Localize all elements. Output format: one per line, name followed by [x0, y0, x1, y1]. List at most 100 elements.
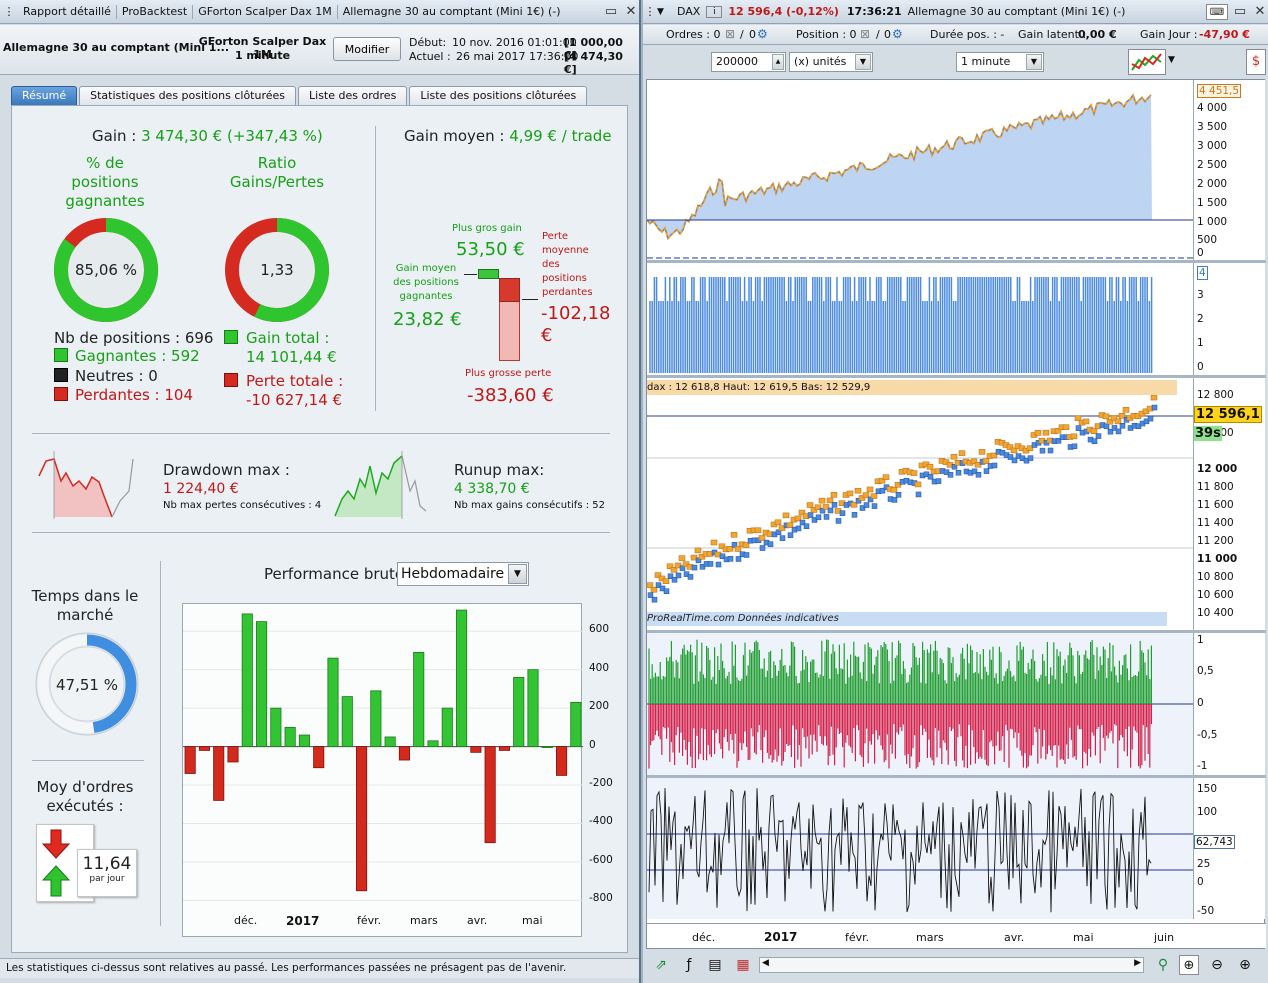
cci-tick: 100	[1197, 806, 1218, 818]
buy-marker	[707, 561, 714, 567]
perf-bar	[527, 669, 539, 747]
horizontal-scrollbar[interactable]: ◀ ▶	[759, 957, 1144, 973]
chevron-down-icon[interactable]: ▼	[508, 564, 527, 584]
orders-settings-icon[interactable]: ⚙	[757, 27, 768, 41]
cci-line	[647, 788, 1193, 913]
list-icon[interactable]: ▤	[708, 957, 722, 973]
tab-orders[interactable]: Liste des ordres	[298, 86, 408, 105]
chevron-down-icon[interactable]: ▼	[1168, 55, 1175, 65]
sell-marker	[1142, 408, 1150, 415]
zoom-in-icon[interactable]: ⊕	[1239, 957, 1251, 973]
perf-y-tick: 0	[589, 738, 596, 751]
zoom-fit-icon[interactable]: ⊕	[1179, 955, 1199, 975]
osc-tick: 0	[1197, 697, 1204, 709]
price-tick: 11 000	[1197, 553, 1238, 565]
orders-count-2: 0	[749, 28, 756, 41]
title-tab-report[interactable]: Rapport détaillé	[18, 4, 117, 19]
chart-type-button[interactable]	[1128, 49, 1166, 75]
close-icon[interactable]: ✕	[1254, 3, 1266, 19]
pane-separator	[647, 375, 1266, 378]
sell-marker	[1150, 394, 1158, 401]
export-icon[interactable]: ⇗	[655, 957, 667, 973]
avg-loss-value: -102,18 €	[541, 303, 611, 346]
buy-marker	[795, 525, 802, 532]
perf-bar	[284, 726, 296, 747]
ratio-donut	[225, 218, 329, 322]
buy-marker	[879, 487, 886, 494]
trading-icon[interactable]: $	[1246, 49, 1266, 75]
symbol-label[interactable]: DAX	[677, 5, 701, 18]
buy-marker	[955, 469, 962, 476]
sell-marker	[682, 561, 690, 567]
close-icon[interactable]: ✕	[625, 3, 637, 19]
scroll-left-icon[interactable]: ◀	[762, 958, 769, 968]
perf-x-axis: déc. 2017 févr. mars avr. mai	[182, 912, 582, 932]
title-tab-strategy[interactable]: GForton Scalper Dax 1M	[193, 4, 338, 19]
info-icon[interactable]: i	[706, 5, 723, 18]
quantity-input[interactable]: 200000 ▲	[711, 52, 786, 72]
report-tabs: Résumé Statistiques des positions clôtur…	[11, 86, 589, 105]
lots-histogram	[649, 277, 1153, 373]
buy-marker	[1071, 443, 1078, 450]
perf-period-select[interactable]: Hebdomadaire ▼	[397, 562, 529, 586]
unit-select[interactable]: (x) unités ▼	[789, 52, 873, 72]
price-chart	[647, 394, 1193, 603]
minimize-icon[interactable]: ▭	[1233, 3, 1247, 19]
perf-x-tick: déc.	[234, 914, 258, 927]
buy-marker	[647, 592, 654, 598]
sell-marker	[1034, 430, 1042, 436]
position-settings-icon[interactable]: ⚙	[892, 27, 903, 41]
sell-marker	[974, 461, 982, 468]
buy-marker	[1147, 415, 1154, 422]
cancel-orders-icon[interactable]: ⊠	[725, 27, 736, 41]
ruler-icon[interactable]: ⚲	[1157, 957, 1169, 973]
buy-marker	[1103, 423, 1110, 430]
price-tick: 10 400	[1197, 607, 1234, 619]
tab-closed-stats[interactable]: Statistiques des positions clôturées	[79, 86, 297, 105]
spinner-icon[interactable]: ▲	[772, 54, 784, 70]
zoom-out-icon[interactable]: ⊖	[1211, 957, 1223, 973]
title-tab-probacktest[interactable]: ProBacktest	[117, 4, 194, 19]
close-position-icon[interactable]: ⊠	[860, 27, 871, 41]
buy-marker	[655, 582, 662, 588]
title-tab-instrument[interactable]: Allemagne 30 au comptant (Mini 1€) (-)	[342, 4, 561, 18]
perf-bar	[298, 734, 310, 747]
losers-count: Perdantes : 104	[75, 386, 194, 404]
buy-marker	[1039, 447, 1046, 454]
perf-x-tick: avr.	[467, 914, 488, 927]
tab-closed-positions[interactable]: Liste des positions clôturées	[409, 86, 588, 105]
perf-bar	[356, 746, 368, 892]
buy-marker	[1151, 404, 1158, 411]
buy-marker	[687, 574, 694, 580]
perf-x-tick: mai	[522, 914, 543, 927]
buy-marker	[775, 529, 782, 536]
layout-icon[interactable]: ▦	[736, 957, 750, 973]
equity-tick: 2 000	[1197, 178, 1228, 190]
position-duration: Durée pos. : -	[930, 28, 1005, 41]
sell-marker	[1006, 444, 1014, 450]
keyboard-icon[interactable]: ⌨	[1206, 3, 1228, 20]
interval-select[interactable]: 1 minute ▼	[956, 52, 1044, 72]
perf-bar	[413, 651, 425, 747]
indicator-icon[interactable]: ƒ	[686, 957, 692, 973]
buy-marker	[1091, 438, 1098, 444]
scroll-right-icon[interactable]: ▶	[1134, 958, 1141, 968]
chevron-down-icon[interactable]: ▼	[1026, 54, 1042, 70]
buy-marker	[799, 519, 806, 526]
chevron-down-icon[interactable]: ▼	[855, 54, 871, 70]
time-axis: déc. 2017 févr. mars avr. mai juin	[647, 923, 1266, 948]
buy-marker	[671, 577, 678, 583]
buy-marker	[891, 497, 898, 503]
perf-bar	[498, 746, 510, 751]
watermark: ProRealTime.com Données indicatives	[647, 613, 839, 624]
buy-marker	[823, 514, 830, 520]
dropdown-icon[interactable]: ▼	[657, 6, 664, 17]
buy-marker	[691, 564, 698, 571]
avg-orders-box: 11,64 par jour	[77, 849, 137, 897]
modify-button[interactable]: Modifier	[333, 37, 401, 61]
perf-bar	[556, 746, 568, 776]
sell-marker	[798, 509, 806, 516]
sell-marker	[818, 497, 826, 504]
minimize-icon[interactable]: ▭	[604, 3, 618, 19]
tab-summary[interactable]: Résumé	[11, 86, 78, 105]
